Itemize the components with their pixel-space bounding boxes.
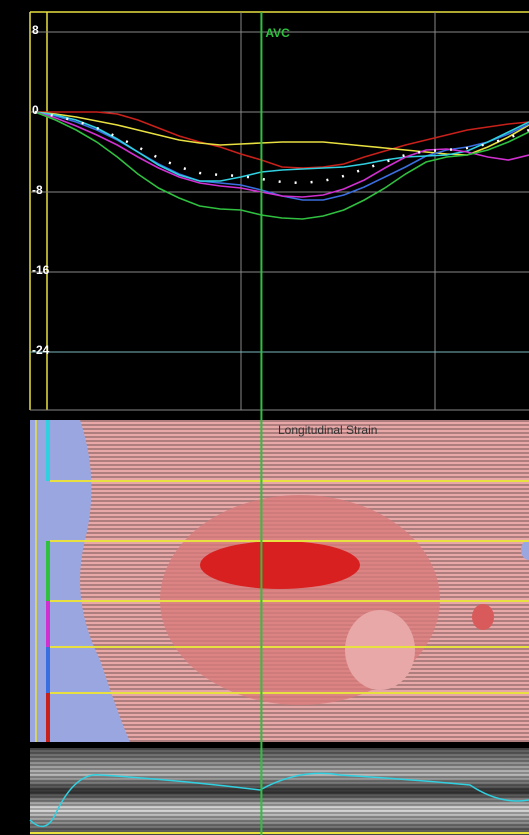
y-tick-label: -16 [32, 263, 50, 277]
heatmap-title: Longitudinal Strain [278, 423, 377, 437]
y-tick-label: 0 [32, 103, 39, 117]
strain-curve [34, 111, 529, 182]
y-tick-label: -8 [32, 183, 43, 197]
strain-curve [34, 111, 529, 198]
top-panel-frame [29, 11, 529, 411]
strain-curve [34, 111, 529, 220]
strain-curve [34, 111, 529, 156]
avc-label: AVC [265, 26, 290, 40]
y-tick-label: -24 [32, 343, 50, 357]
strain-plot: 8 0 -8 -16 -24 [30, 23, 529, 357]
strain-curve [35, 111, 529, 169]
strain-heatmap [30, 420, 529, 742]
y-tick-label: 8 [32, 23, 39, 37]
m-mode-image [29, 748, 529, 835]
